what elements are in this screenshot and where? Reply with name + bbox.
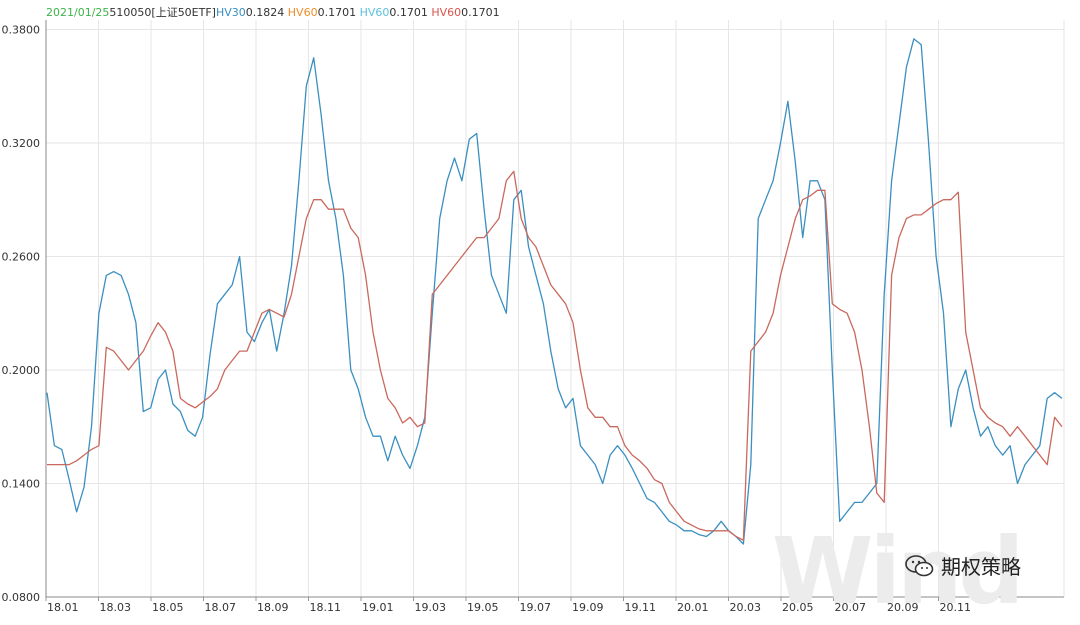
x-tick-label: 20.11 <box>940 601 972 613</box>
series-line-hv30 <box>46 38 1063 545</box>
axes <box>45 20 1064 598</box>
header-hv60c-value: 0.1701 <box>461 6 500 19</box>
x-tick-label: 19.07 <box>520 601 552 613</box>
x-tick-label: 18.03 <box>100 601 132 613</box>
x-tick-label: 18.07 <box>205 601 237 613</box>
x-tick-label: 18.01 <box>47 601 79 613</box>
x-tick-label: 20.09 <box>887 601 919 613</box>
account-watermark: 期权策略 <box>905 551 1021 580</box>
x-tick-label: 19.09 <box>572 601 604 613</box>
x-tick-labels: 18.01 18.03 18.05 18.07 18.09 18.11 19.01 19.03… <box>47 601 971 613</box>
x-tick-label: 18.11 <box>310 601 342 613</box>
y-tick-labels: 0.0800 0.1400 0.2000 0.2600 0.3200 0.3800 <box>2 23 41 604</box>
x-tick-label: 19.03 <box>415 601 447 613</box>
y-gridlines <box>46 28 1064 598</box>
y-tick-label: 0.0800 <box>2 591 41 604</box>
x-tick-label: 18.05 <box>152 601 184 613</box>
x-tick-label: 20.05 <box>782 601 814 613</box>
x-tick-label: 20.07 <box>835 601 867 613</box>
header-hv30-label: HV30 <box>215 6 246 19</box>
series-layer <box>46 38 1063 545</box>
y-tick-label: 0.1400 <box>2 477 41 490</box>
series-line-hv60 <box>47 170 1063 541</box>
header-hv60a-label: HV60 <box>287 6 318 19</box>
y-tick-label: 0.2600 <box>2 250 41 263</box>
chart-header: 2021/01/25510050[上证50ETF]HV300.1824 HV60… <box>46 4 500 20</box>
x-tick-label: 20.03 <box>730 601 762 613</box>
x-tick-label: 19.11 <box>625 601 657 613</box>
header-hv30-value: 0.1824 <box>245 6 285 19</box>
x-gridlines <box>45 20 1065 601</box>
header-hv60c-label: HV60 <box>431 6 462 19</box>
header-hv60b-label: HV60 <box>359 6 390 19</box>
y-tick-label: 0.3800 <box>2 23 41 36</box>
x-tick-label: 18.09 <box>257 601 289 613</box>
account-name: 期权策略 <box>941 555 1021 579</box>
header-date: 2021/01/25 <box>46 6 110 19</box>
x-tick-label: 20.01 <box>677 601 709 613</box>
y-tick-label: 0.3200 <box>2 137 41 150</box>
x-tick-label: 19.05 <box>467 601 499 613</box>
y-tick-label: 0.2000 <box>2 364 41 377</box>
x-tick-label: 19.01 <box>362 601 394 613</box>
wechat-icon <box>905 554 934 576</box>
header-hv60a-value: 0.1701 <box>317 6 357 19</box>
header-code: 510050[上证50ETF] <box>109 6 216 19</box>
header-hv60b-value: 0.1701 <box>389 6 428 19</box>
wind-watermark: Wind <box>772 518 1024 625</box>
